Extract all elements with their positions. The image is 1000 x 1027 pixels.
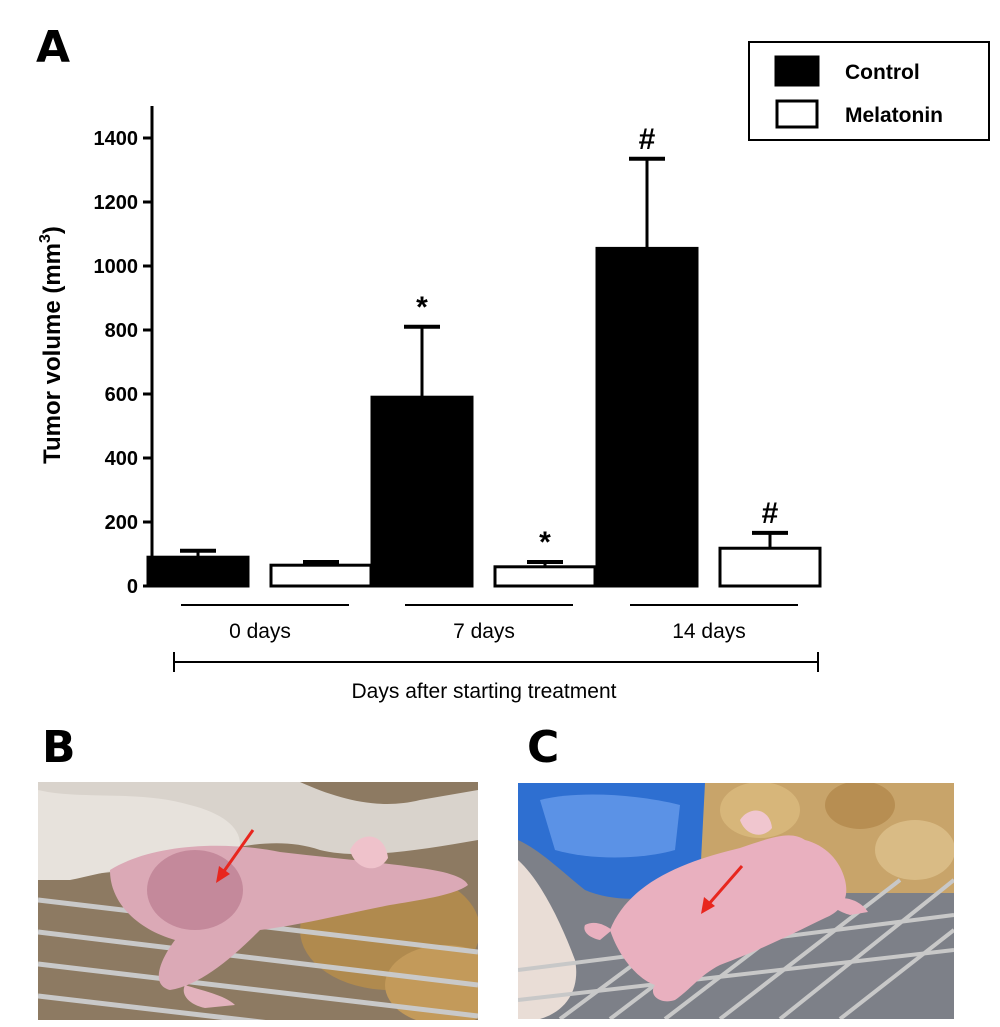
bar-control-1 — [370, 395, 474, 588]
legend: Control Melatonin — [748, 41, 990, 141]
photo-b — [38, 782, 478, 1020]
legend-label-melatonin: Melatonin — [845, 104, 943, 127]
y-tick-label: 200 — [105, 512, 138, 534]
y-tick-label: 0 — [127, 576, 138, 598]
bars — [146, 246, 822, 588]
significance-marker: * — [539, 526, 551, 559]
category-label: 7 days — [453, 620, 515, 643]
y-tick-label: 800 — [105, 320, 138, 342]
tumor-arrow-b — [216, 829, 255, 883]
legend-label-control: Control — [845, 61, 920, 84]
x-axis-title: Days after starting treatment — [352, 680, 617, 703]
y-tick-label: 1400 — [94, 128, 139, 150]
y-tick-label: 1000 — [94, 256, 139, 278]
y-tick-label: 600 — [105, 384, 138, 406]
error-bars — [180, 156, 788, 567]
significance-marker: * — [416, 291, 428, 324]
bar-control-2 — [595, 246, 699, 588]
bar-chart: 0 200 400 600 800 1000 1200 1400 * # * # 0 days 7 d… — [37, 106, 822, 703]
legend-swatch-control — [774, 55, 820, 87]
photo-c — [518, 783, 954, 1019]
bar-melatonin-1 — [493, 565, 597, 588]
y-axis: 0 200 400 600 800 1000 1200 1400 — [94, 106, 154, 598]
bar-control-0 — [146, 555, 250, 588]
legend-swatch-melatonin — [775, 99, 819, 129]
significance-marker: # — [639, 123, 656, 156]
category-groups: 0 days 7 days 14 days — [181, 604, 798, 643]
significance-markers: * # * # — [416, 123, 779, 559]
category-label: 14 days — [672, 620, 746, 643]
bar-melatonin-0 — [269, 563, 373, 588]
panel-label-c: C — [527, 722, 559, 773]
y-tick-label: 400 — [105, 448, 138, 470]
bar-melatonin-2 — [718, 546, 822, 588]
category-label: 0 days — [229, 620, 291, 643]
tumor-arrow-c — [701, 865, 744, 914]
significance-marker: # — [762, 497, 779, 530]
y-axis-title: Tumor volume (mm3) — [37, 226, 66, 464]
panel-label-b: B — [42, 722, 76, 773]
y-tick-label: 1200 — [94, 192, 139, 214]
panel-label-a: A — [36, 22, 70, 73]
